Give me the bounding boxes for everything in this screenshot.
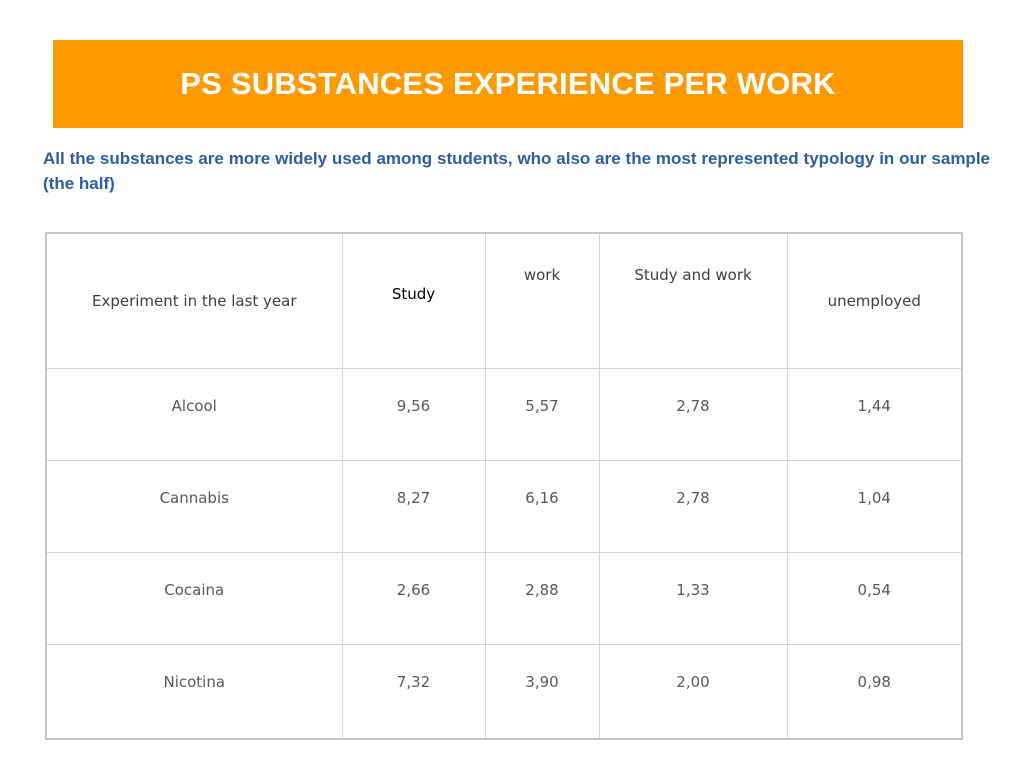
- cell-study-and-work: 1,33: [598, 552, 788, 645]
- cell-work: 5,57: [484, 368, 600, 461]
- row-label: Cannabis: [45, 460, 343, 553]
- cell-study-and-work: 2,78: [598, 460, 788, 553]
- cell-unemployed: 1,04: [786, 460, 963, 553]
- cell-work: 3,90: [484, 644, 600, 739]
- cell-study: 2,66: [341, 552, 486, 645]
- cell-study: 9,56: [341, 368, 486, 461]
- substance-usage-table: Experiment in the last year Study work S…: [45, 232, 963, 740]
- table-row: Cocaina 2,66 2,88 1,33 0,54: [45, 552, 963, 645]
- row-label: Alcool: [45, 368, 343, 461]
- cell-work: 2,88: [484, 552, 600, 645]
- header-study-and-work: Study and work: [598, 232, 788, 369]
- row-label: Nicotina: [45, 644, 343, 739]
- table-header-row: Experiment in the last year Study work S…: [45, 232, 963, 369]
- cell-unemployed: 1,44: [786, 368, 963, 461]
- cell-unemployed: 0,98: [786, 644, 963, 739]
- table-row: Cannabis 8,27 6,16 2,78 1,04: [45, 460, 963, 553]
- header-study: Study: [341, 232, 486, 369]
- table-row: Alcool 9,56 5,57 2,78 1,44: [45, 368, 963, 461]
- cell-study-and-work: 2,00: [598, 644, 788, 739]
- cell-work: 6,16: [484, 460, 600, 553]
- cell-unemployed: 0,54: [786, 552, 963, 645]
- cell-study: 7,32: [341, 644, 486, 739]
- cell-study-and-work: 2,78: [598, 368, 788, 461]
- header-work: work: [484, 232, 600, 369]
- slide-title: PS SUBSTANCES EXPERIENCE PER WORK: [180, 66, 836, 101]
- table-row: Nicotina 7,32 3,90 2,00 0,98: [45, 644, 963, 739]
- header-experiment: Experiment in the last year: [45, 232, 343, 369]
- header-unemployed: unemployed: [786, 232, 963, 369]
- row-label: Cocaina: [45, 552, 343, 645]
- cell-study: 8,27: [341, 460, 486, 553]
- title-banner: PS SUBSTANCES EXPERIENCE PER WORK: [53, 40, 963, 128]
- slide-subtitle: All the substances are more widely used …: [43, 149, 990, 193]
